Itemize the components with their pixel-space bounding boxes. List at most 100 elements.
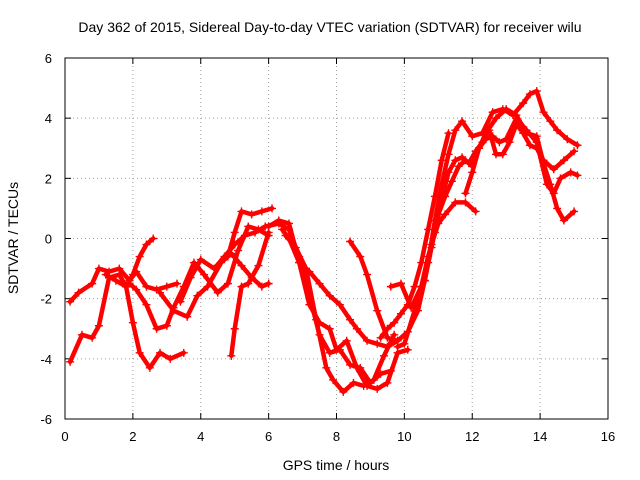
- data-point: [359, 381, 368, 390]
- data-point: [437, 156, 446, 165]
- data-point: [325, 348, 334, 357]
- data-point: [94, 321, 103, 330]
- y-tick-label: -4: [40, 352, 52, 367]
- data-point: [458, 117, 467, 126]
- x-tick-label: 6: [265, 429, 272, 444]
- data-point: [88, 333, 97, 342]
- data-point: [142, 282, 151, 291]
- data-point: [142, 240, 151, 249]
- data-point: [546, 117, 555, 126]
- data-point: [223, 252, 232, 261]
- data-point: [444, 150, 453, 159]
- data-point: [237, 261, 246, 270]
- data-point: [339, 387, 348, 396]
- data-point: [403, 300, 412, 309]
- data-point: [461, 189, 470, 198]
- data-point: [373, 384, 382, 393]
- y-axis-label: SDTVAR / TECUs: [5, 182, 21, 294]
- data-point: [223, 279, 232, 288]
- x-tick-label: 10: [397, 429, 411, 444]
- y-tick-label: 4: [45, 111, 52, 126]
- data-point: [383, 324, 392, 333]
- data-point: [410, 306, 419, 315]
- x-tick-label: 4: [197, 429, 204, 444]
- data-point: [94, 264, 103, 273]
- series-line: [229, 230, 271, 359]
- data-point: [179, 348, 188, 357]
- data-point: [237, 282, 246, 291]
- data-point: [383, 378, 392, 387]
- data-point: [475, 144, 484, 153]
- data-point: [156, 288, 165, 297]
- data-point: [396, 309, 405, 318]
- data-point: [396, 279, 405, 288]
- x-tick-label: 8: [333, 429, 340, 444]
- data-point: [274, 216, 283, 225]
- data-point: [532, 132, 541, 141]
- data-point: [349, 378, 358, 387]
- data-point: [193, 291, 202, 300]
- data-point: [156, 348, 165, 357]
- data-point: [77, 330, 86, 339]
- data-point: [380, 351, 389, 360]
- data-point: [257, 207, 266, 216]
- x-tick-label: 2: [129, 429, 136, 444]
- data-point: [257, 282, 266, 291]
- data-point: [230, 324, 239, 333]
- data-point: [176, 297, 185, 306]
- data-point: [244, 222, 253, 231]
- data-point: [132, 285, 141, 294]
- data-point: [135, 252, 144, 261]
- data-point: [162, 321, 171, 330]
- data-point: [468, 132, 477, 141]
- data-point: [525, 141, 534, 150]
- y-tick-label: -6: [40, 412, 52, 427]
- data-point: [264, 279, 273, 288]
- series-line: [283, 233, 397, 395]
- x-tick-label: 12: [465, 429, 479, 444]
- data-point: [142, 300, 151, 309]
- data-point: [376, 333, 385, 342]
- data-point: [149, 234, 158, 243]
- data-point: [498, 150, 507, 159]
- data-point: [559, 156, 568, 165]
- data-point: [553, 126, 562, 135]
- data-point: [373, 339, 382, 348]
- data-point: [128, 318, 137, 327]
- data-point: [284, 219, 293, 228]
- data-point: [502, 105, 511, 114]
- data-point: [329, 375, 338, 384]
- data-point: [346, 360, 355, 369]
- x-tick-label: 16: [601, 429, 615, 444]
- data-point: [254, 261, 263, 270]
- data-point: [210, 264, 219, 273]
- data-point: [101, 270, 110, 279]
- data-point: [240, 231, 249, 240]
- data-point: [172, 279, 181, 288]
- data-point: [549, 165, 558, 174]
- data-point: [403, 345, 412, 354]
- data-point: [322, 363, 331, 372]
- x-tick-labels: 0 2 4 6 8 10 12 14 16: [61, 429, 615, 444]
- x-axis-label: GPS time / hours: [283, 457, 390, 473]
- data-point: [424, 258, 433, 267]
- data-point: [135, 348, 144, 357]
- series-line: [463, 106, 577, 223]
- data-point: [325, 291, 334, 300]
- data-point: [363, 270, 372, 279]
- data-point: [183, 312, 192, 321]
- plot-frame: [64, 57, 609, 420]
- data-point: [417, 258, 426, 267]
- data-point: [441, 210, 450, 219]
- data-point: [200, 270, 209, 279]
- data-point: [573, 141, 582, 150]
- data-point: [471, 207, 480, 216]
- data-point: [247, 210, 256, 219]
- data-point: [502, 135, 511, 144]
- data-point: [454, 162, 463, 171]
- data-point: [162, 282, 171, 291]
- data-point: [346, 315, 355, 324]
- x-tick-label: 14: [533, 429, 547, 444]
- data-point: [251, 228, 260, 237]
- data-point: [512, 111, 521, 120]
